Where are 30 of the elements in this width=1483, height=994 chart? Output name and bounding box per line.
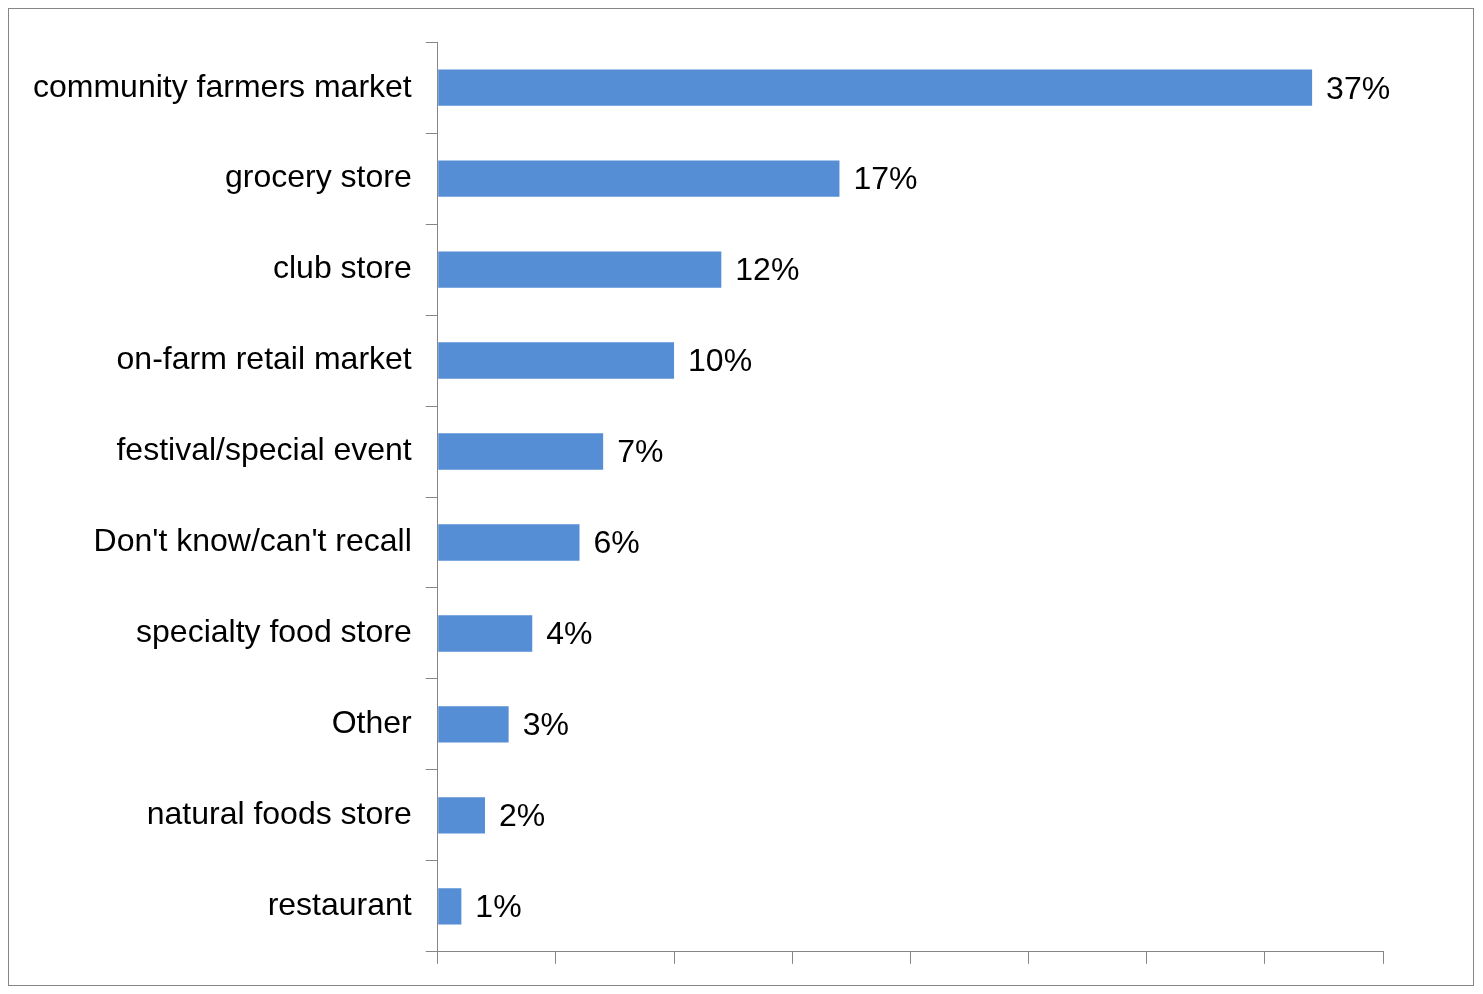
y-tick-label: festival/special event: [116, 431, 412, 468]
bar: [438, 615, 533, 652]
data-label: 1%: [475, 888, 522, 925]
data-label: 12%: [735, 251, 800, 288]
data-label: 7%: [617, 433, 664, 470]
data-label: 6%: [593, 524, 640, 561]
bar: [438, 524, 580, 561]
bar: [438, 433, 604, 470]
bar: [438, 888, 462, 925]
data-label: 2%: [499, 797, 546, 834]
y-tick-label: restaurant: [267, 886, 412, 923]
bar: [438, 342, 675, 379]
data-label: 3%: [522, 706, 569, 743]
bar: [438, 160, 840, 197]
bar: [438, 69, 1313, 106]
data-label: 4%: [546, 615, 593, 652]
data-label: 37%: [1326, 69, 1391, 106]
y-tick-label: Other: [331, 704, 413, 741]
data-label: 10%: [688, 342, 753, 379]
bar: [438, 797, 485, 834]
bar: [438, 706, 509, 743]
y-tick-label: natural foods store: [146, 795, 412, 832]
y-tick-label: on-farm retail market: [116, 340, 412, 377]
y-tick-label: specialty food store: [136, 613, 412, 650]
y-tick-label: club store: [273, 249, 412, 286]
y-tick-label: community farmers market: [33, 67, 412, 104]
data-label: 17%: [853, 160, 918, 197]
y-tick-label: Don't know/can't recall: [93, 522, 412, 559]
y-tick-label: grocery store: [225, 158, 412, 195]
bar: [438, 251, 722, 288]
